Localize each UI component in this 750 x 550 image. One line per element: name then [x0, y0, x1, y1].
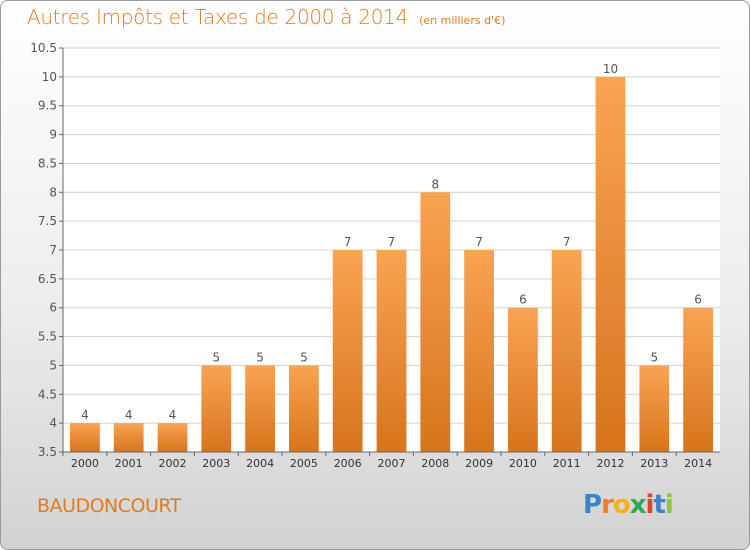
bar-2007	[376, 250, 407, 452]
bar-2014	[683, 307, 713, 452]
bar-2002	[157, 423, 188, 452]
bar-2013	[639, 365, 670, 452]
bar-2008	[420, 192, 451, 453]
bar-label-2003: 5	[212, 350, 220, 364]
bar-2006	[332, 250, 363, 452]
logo-letter: t	[653, 490, 665, 520]
bar-label-2002: 4	[169, 408, 177, 422]
x-tick-label-2010: 2010	[509, 457, 537, 470]
bar-label-2012: 10	[603, 62, 618, 76]
bar-label-2007: 7	[388, 235, 396, 249]
x-tick-label-2006: 2006	[334, 457, 362, 470]
bar-2009	[464, 250, 494, 452]
x-tick-label-2005: 2005	[290, 457, 318, 470]
title-unit: (en milliers d'€)	[419, 14, 506, 27]
x-tick-label-2003: 2003	[202, 457, 230, 470]
y-tick-label: 8	[49, 185, 57, 199]
chart-title: Autres Impôts et Taxes de 2000 à 2014 (e…	[27, 5, 505, 29]
commune-name: BAUDONCOURT	[37, 495, 181, 517]
bar-2005	[289, 365, 319, 452]
bar-2003	[201, 365, 232, 452]
logo-letter: P	[583, 490, 602, 520]
bar-2004	[245, 365, 275, 452]
y-tick-label: 8.5	[38, 156, 57, 170]
y-tick-label: 7	[49, 243, 57, 257]
y-tick-labels: 3.5 4 4.5 5 5.5 6 6.5 7 7.5 8 8.5 9 9.5 10 10.5	[30, 41, 57, 459]
x-tick-label-2009: 2009	[465, 457, 493, 470]
bar-data-labels: 4 4 4 5 5 5 7 7 8 7 6 7 10 5 6	[81, 62, 702, 422]
x-tick-label-2012: 2012	[597, 457, 625, 470]
bar-2010	[508, 307, 538, 452]
bar-label-2000: 4	[81, 408, 89, 422]
title-text: Autres Impôts et Taxes de 2000 à 2014	[27, 5, 408, 29]
y-tick-label: 10.5	[30, 41, 57, 55]
bar-label-2013: 5	[650, 350, 658, 364]
x-tick-label-2002: 2002	[159, 457, 187, 470]
y-tick-label: 5.5	[38, 330, 57, 344]
bar-label-2011: 7	[563, 235, 571, 249]
bar-2001	[113, 423, 144, 452]
logo-letter: x	[629, 490, 647, 520]
y-tick-label: 9.5	[38, 99, 57, 113]
logo-letter: i	[664, 490, 674, 520]
bar-2000	[70, 423, 100, 452]
bar-label-2005: 5	[300, 350, 308, 364]
logo-letter: o	[612, 490, 631, 520]
y-tick-label: 10	[42, 70, 57, 84]
bar-label-2009: 7	[475, 235, 483, 249]
y-tick-label: 9	[49, 128, 57, 142]
logo-letter: r	[601, 490, 614, 520]
x-tick-label-2007: 2007	[378, 457, 406, 470]
bars	[70, 76, 713, 453]
y-tick-label: 6.5	[38, 272, 57, 286]
bar-label-2010: 6	[519, 293, 527, 307]
x-tick-label-2011: 2011	[553, 457, 581, 470]
x-tick-label-2004: 2004	[246, 457, 274, 470]
x-tick-label-2001: 2001	[115, 457, 143, 470]
logo-letter: i	[645, 490, 655, 520]
x-tick-label-2000: 2000	[71, 457, 99, 470]
bar-label-2006: 7	[344, 235, 352, 249]
x-tick-labels: 2000 2001 2002 2003 2004 2005 2006 2007 2008 2009…	[71, 457, 712, 470]
bar-2012	[595, 76, 626, 452]
y-tick-label: 6	[49, 301, 57, 315]
bar-label-2004: 5	[256, 350, 264, 364]
bar-2011	[551, 250, 582, 452]
bar-label-2001: 4	[125, 408, 133, 422]
proxiti-logo[interactable]: Proxiti	[583, 490, 674, 520]
y-tick-label: 5	[49, 358, 57, 372]
x-tick-label-2013: 2013	[640, 457, 668, 470]
y-tick-label: 4	[49, 416, 57, 430]
axes	[62, 48, 720, 453]
y-tick-label: 4.5	[38, 387, 57, 401]
y-tick-label: 7.5	[38, 214, 57, 228]
x-tick-label-2008: 2008	[421, 457, 449, 470]
bar-label-2008: 8	[431, 177, 439, 191]
x-tick-label-2014: 2014	[684, 457, 712, 470]
y-tick-label: 3.5	[38, 445, 57, 459]
bar-label-2014: 6	[694, 293, 702, 307]
